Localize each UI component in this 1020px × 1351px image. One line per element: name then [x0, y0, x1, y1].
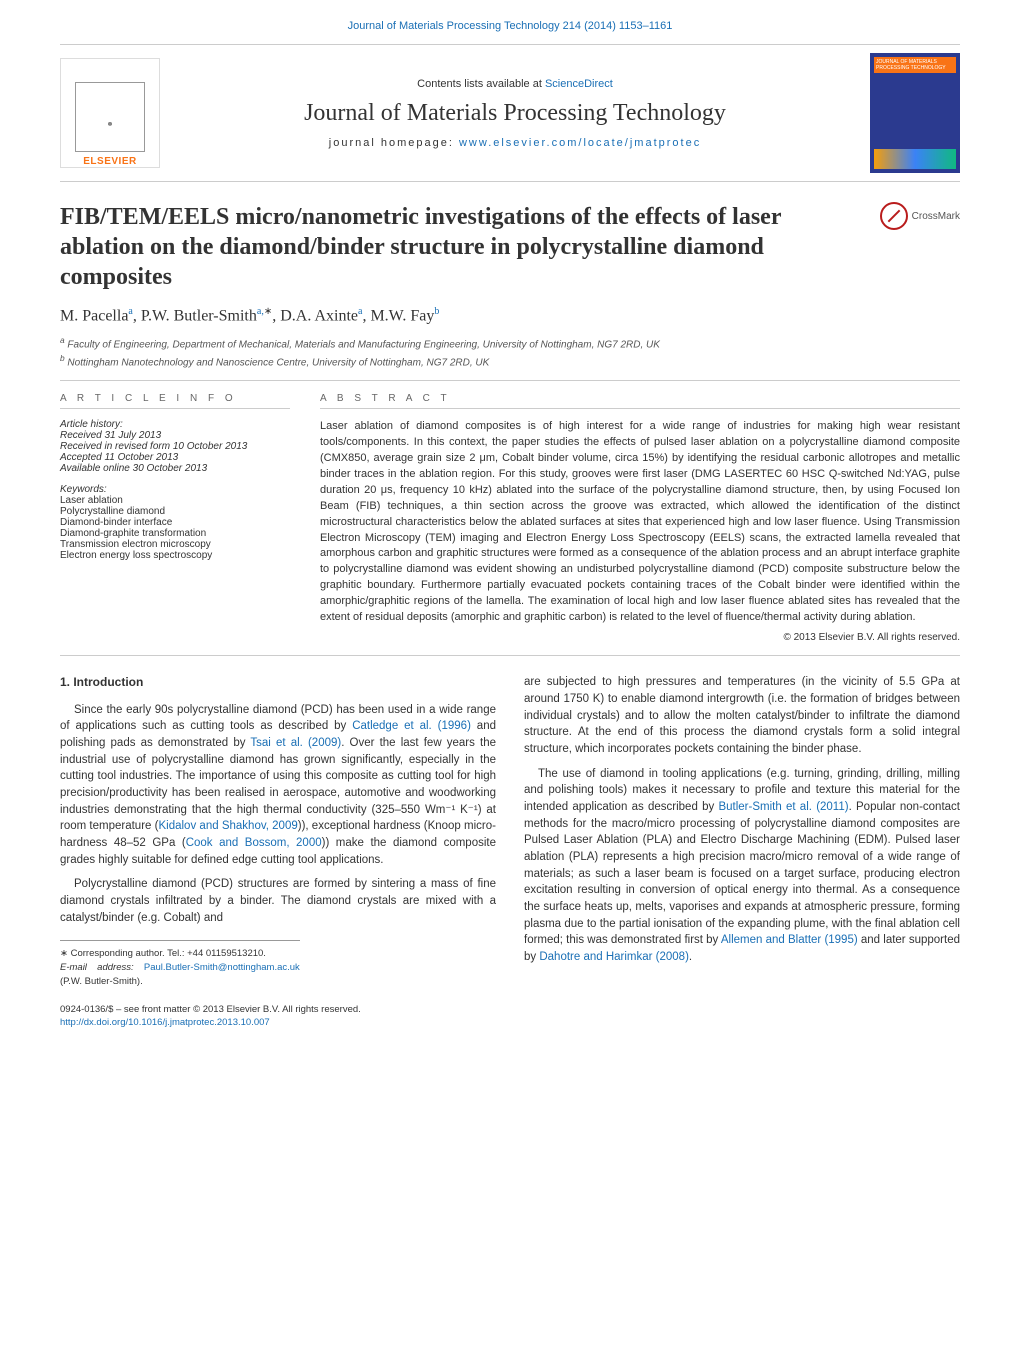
- article-info: A R T I C L E I N F O Article history: R…: [60, 393, 290, 643]
- section-heading-intro: 1. Introduction: [60, 674, 496, 691]
- elsevier-tree-icon: [75, 82, 145, 152]
- keyword: Laser ablation: [60, 495, 290, 506]
- keyword: Polycrystalline diamond: [60, 506, 290, 517]
- corr-email-line: E-mail address: Paul.Butler-Smith@nottin…: [60, 961, 300, 989]
- homepage-link[interactable]: www.elsevier.com/locate/jmatprotec: [459, 137, 701, 149]
- history-accepted: Accepted 11 October 2013: [60, 452, 290, 463]
- abstract: A B S T R A C T Laser ablation of diamon…: [320, 393, 960, 643]
- abstract-text: Laser ablation of diamond composites is …: [320, 419, 960, 626]
- left-column: 1. Introduction Since the early 90s poly…: [60, 674, 496, 1030]
- homepage-line: journal homepage: www.elsevier.com/locat…: [160, 137, 870, 149]
- author-4: M.W. Fay: [370, 307, 434, 324]
- author-3-aff: a: [358, 306, 362, 317]
- keyword: Diamond-graphite transformation: [60, 528, 290, 539]
- sciencedirect-link[interactable]: ScienceDirect: [545, 78, 613, 90]
- cover-band-icon: [874, 149, 956, 169]
- author-3: D.A. Axinte: [280, 307, 358, 324]
- author-2-aff: a,: [257, 306, 264, 317]
- issn-line: 0924-0136/$ – see front matter © 2013 El…: [60, 1003, 496, 1017]
- intro-p1-cont: are subjected to high pressures and temp…: [524, 674, 960, 757]
- elsevier-brand-text: ELSEVIER: [83, 156, 136, 167]
- ref-butler-smith[interactable]: Butler-Smith et al. (2011): [718, 801, 848, 813]
- author-2: P.W. Butler-Smith: [141, 307, 257, 324]
- abstract-copyright: © 2013 Elsevier B.V. All rights reserved…: [320, 632, 960, 643]
- main-columns: 1. Introduction Since the early 90s poly…: [60, 674, 960, 1030]
- corr-author-line: ∗ Corresponding author. Tel.: +44 011595…: [60, 947, 300, 961]
- affiliation-a: a Faculty of Engineering, Department of …: [60, 335, 960, 350]
- ref-cook[interactable]: Cook and Bossom, 2000: [186, 837, 322, 849]
- article-title: FIB/TEM/EELS micro/nanometric investigat…: [60, 202, 860, 292]
- corresponding-footnote: ∗ Corresponding author. Tel.: +44 011595…: [60, 940, 300, 988]
- keywords-label: Keywords:: [60, 484, 290, 495]
- doi-link[interactable]: http://dx.doi.org/10.1016/j.jmatprotec.2…: [60, 1017, 270, 1028]
- citation-line: Journal of Materials Processing Technolo…: [60, 20, 960, 32]
- contents-prefix: Contents lists available at: [417, 78, 545, 90]
- keyword: Transmission electron microscopy: [60, 539, 290, 550]
- author-2-corr: ∗: [264, 306, 272, 317]
- right-column: are subjected to high pressures and temp…: [524, 674, 960, 1030]
- cover-label: JOURNAL OF MATERIALS PROCESSING TECHNOLO…: [874, 57, 956, 73]
- author-1-aff: a: [128, 306, 132, 317]
- history-label: Article history:: [60, 419, 290, 430]
- keyword: Diamond-binder interface: [60, 517, 290, 528]
- history-online: Available online 30 October 2013: [60, 463, 290, 474]
- citation-link[interactable]: Journal of Materials Processing Technolo…: [348, 20, 673, 32]
- contents-line: Contents lists available at ScienceDirec…: [160, 78, 870, 90]
- info-abstract-row: A R T I C L E I N F O Article history: R…: [60, 380, 960, 656]
- ref-catledge[interactable]: Catledge et al. (1996): [352, 720, 471, 732]
- keyword: Electron energy loss spectroscopy: [60, 550, 290, 561]
- homepage-prefix: journal homepage:: [329, 137, 459, 149]
- crossmark-label: CrossMark: [912, 211, 960, 222]
- affiliations: a Faculty of Engineering, Department of …: [60, 335, 960, 368]
- header-center: Contents lists available at ScienceDirec…: [160, 78, 870, 149]
- abstract-heading: A B S T R A C T: [320, 393, 960, 409]
- ref-dahotre[interactable]: Dahotre and Harimkar (2008): [539, 951, 689, 963]
- history-received: Received 31 July 2013: [60, 430, 290, 441]
- intro-p3: The use of diamond in tooling applicatio…: [524, 766, 960, 966]
- authors-line: M. Pacellaa, P.W. Butler-Smitha,∗, D.A. …: [60, 306, 960, 325]
- article-history: Article history: Received 31 July 2013 R…: [60, 419, 290, 474]
- crossmark-icon: [880, 202, 908, 230]
- intro-p2: Polycrystalline diamond (PCD) structures…: [60, 876, 496, 926]
- journal-name: Journal of Materials Processing Technolo…: [160, 100, 870, 127]
- article-info-heading: A R T I C L E I N F O: [60, 393, 290, 409]
- ref-allemen[interactable]: Allemen and Blatter (1995): [721, 934, 858, 946]
- history-revised: Received in revised form 10 October 2013: [60, 441, 290, 452]
- elsevier-logo: ELSEVIER: [60, 58, 160, 168]
- ref-kidalov[interactable]: Kidalov and Shakhov, 2009: [158, 820, 297, 832]
- author-4-aff: b: [434, 306, 439, 317]
- ref-tsai[interactable]: Tsai et al. (2009): [250, 737, 341, 749]
- crossmark-badge[interactable]: CrossMark: [880, 202, 960, 230]
- journal-header: ELSEVIER Contents lists available at Sci…: [60, 44, 960, 182]
- intro-p1: Since the early 90s polycrystalline diam…: [60, 702, 496, 869]
- corr-email-link[interactable]: Paul.Butler-Smith@nottingham.ac.uk: [144, 962, 300, 973]
- title-row: FIB/TEM/EELS micro/nanometric investigat…: [60, 202, 960, 292]
- author-1: M. Pacella: [60, 307, 128, 324]
- journal-cover-thumbnail: JOURNAL OF MATERIALS PROCESSING TECHNOLO…: [870, 53, 960, 173]
- affiliation-b: b Nottingham Nanotechnology and Nanoscie…: [60, 353, 960, 368]
- footer-block: 0924-0136/$ – see front matter © 2013 El…: [60, 1003, 496, 1031]
